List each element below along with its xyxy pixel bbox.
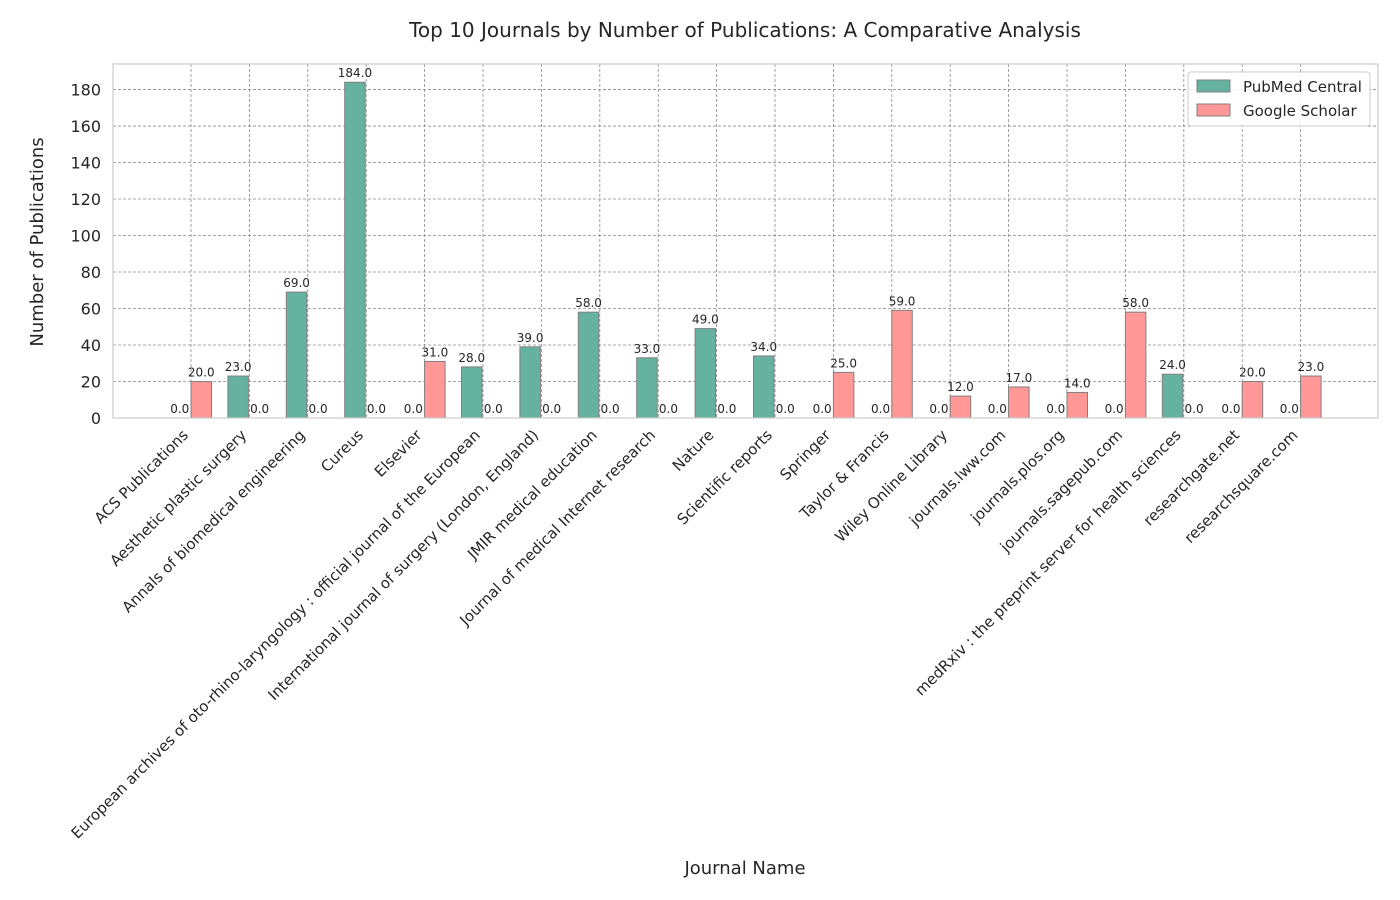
x-tick-label: journals.lww.com [905, 426, 1009, 530]
data-label: 24.0 [1159, 358, 1186, 372]
y-tick-label: 40 [81, 336, 101, 355]
y-tick-label: 20 [81, 373, 101, 392]
x-tick-label: Nature [669, 426, 718, 475]
data-label: 0.0 [484, 402, 503, 416]
data-label: 0.0 [1105, 402, 1124, 416]
bar-pubmed [636, 357, 658, 419]
x-axis-label: Journal Name [683, 858, 805, 879]
data-label: 12.0 [947, 380, 974, 394]
data-label: 20.0 [188, 366, 215, 380]
x-tick-label: International journal of surgery (London… [264, 426, 542, 704]
legend-label-pubmed: PubMed Central [1243, 78, 1362, 96]
legend-swatch-pubmed [1196, 79, 1231, 93]
bar-google-scholar [832, 371, 855, 419]
chart-title: Top 10 Journals by Number of Publication… [408, 18, 1081, 42]
bar-pubmed [577, 311, 600, 419]
legend-swatch-google-scholar [1196, 103, 1231, 117]
y-tick-label: 80 [81, 263, 101, 282]
bar-google-scholar [891, 309, 913, 419]
data-label: 20.0 [1239, 366, 1266, 380]
data-label: 59.0 [889, 294, 916, 308]
x-tick-label: medRxiv : the preprint server for health… [911, 426, 1184, 699]
bar-pubmed [1161, 373, 1184, 419]
data-label: 0.0 [1280, 402, 1299, 416]
bar-google-scholar [1241, 381, 1264, 419]
bar-google-scholar [1300, 375, 1322, 419]
data-label: 31.0 [421, 345, 448, 359]
bar-google-scholar [424, 360, 446, 419]
y-tick-label: 100 [70, 227, 101, 246]
bar-google-scholar [1124, 311, 1147, 419]
y-axis-label: Number of Publications [27, 137, 48, 346]
data-label: 0.0 [717, 402, 736, 416]
data-label: 28.0 [458, 351, 485, 365]
data-label: 0.0 [542, 402, 561, 416]
bar-google-scholar [190, 381, 212, 419]
y-tick-label: 180 [70, 81, 101, 100]
data-label: 0.0 [871, 402, 890, 416]
x-tick-label: Springer [776, 426, 834, 484]
data-label: 25.0 [830, 356, 857, 370]
plot-area-frame [112, 63, 1379, 419]
data-label: 0.0 [659, 402, 678, 416]
data-label: 23.0 [1297, 360, 1324, 374]
data-label: 58.0 [1122, 296, 1149, 310]
data-label: 0.0 [1185, 402, 1204, 416]
data-label: 0.0 [250, 402, 269, 416]
x-tick-label: Wiley Online Library [831, 426, 951, 546]
data-labels: 0.0 23.0 69.0 184.0 0.0 28.0 39.0 58.0 33.0 49.0 3… [170, 66, 1324, 416]
x-tick-label: researchsquare.com [1181, 426, 1302, 547]
legend: PubMed Central Google Scholar [1187, 71, 1371, 127]
data-label: 0.0 [309, 402, 328, 416]
bar-pubmed [344, 81, 366, 419]
bar-pubmed [285, 291, 308, 419]
bar-pubmed [227, 375, 249, 419]
y-tick-label: 60 [81, 300, 101, 319]
data-label: 184.0 [338, 66, 372, 80]
bar-google-scholar [1008, 386, 1030, 419]
data-label: 39.0 [517, 331, 544, 345]
data-label: 23.0 [225, 360, 252, 374]
data-label: 0.0 [776, 402, 795, 416]
y-tick-label: 140 [70, 154, 101, 173]
data-label: 0.0 [1046, 402, 1065, 416]
bars [190, 81, 1322, 419]
data-label: 0.0 [404, 402, 423, 416]
y-tick-label: 160 [70, 117, 101, 136]
data-label: 0.0 [367, 402, 386, 416]
data-label: 0.0 [988, 402, 1007, 416]
data-label: 0.0 [1221, 402, 1240, 416]
data-label: 0.0 [929, 402, 948, 416]
bar-pubmed [461, 366, 483, 419]
x-tick-label: Elsevier [371, 426, 426, 481]
bar-google-scholar [1066, 391, 1088, 419]
bar-google-scholar [949, 395, 972, 419]
y-axis-ticks: 0 20 40 60 80 100 120 140 160 180 [70, 81, 101, 428]
data-label: 0.0 [170, 402, 189, 416]
data-label: 14.0 [1064, 376, 1091, 390]
data-label: 34.0 [750, 340, 777, 354]
data-label: 17.0 [1005, 371, 1032, 385]
y-tick-label: 120 [70, 190, 101, 209]
grid [113, 64, 1378, 419]
data-label: 0.0 [813, 402, 832, 416]
bar-pubmed [753, 355, 775, 419]
data-label: 58.0 [575, 296, 602, 310]
data-label: 49.0 [692, 313, 719, 327]
bar-pubmed [519, 346, 541, 419]
legend-label-google-scholar: Google Scholar [1243, 102, 1357, 120]
legend-box [1187, 71, 1371, 127]
data-label: 33.0 [634, 342, 661, 356]
data-label: 69.0 [283, 276, 310, 290]
data-label: 0.0 [601, 402, 620, 416]
y-tick-label: 0 [91, 409, 101, 428]
x-tick-label: Cureus [317, 426, 367, 476]
bar-pubmed [694, 328, 717, 419]
